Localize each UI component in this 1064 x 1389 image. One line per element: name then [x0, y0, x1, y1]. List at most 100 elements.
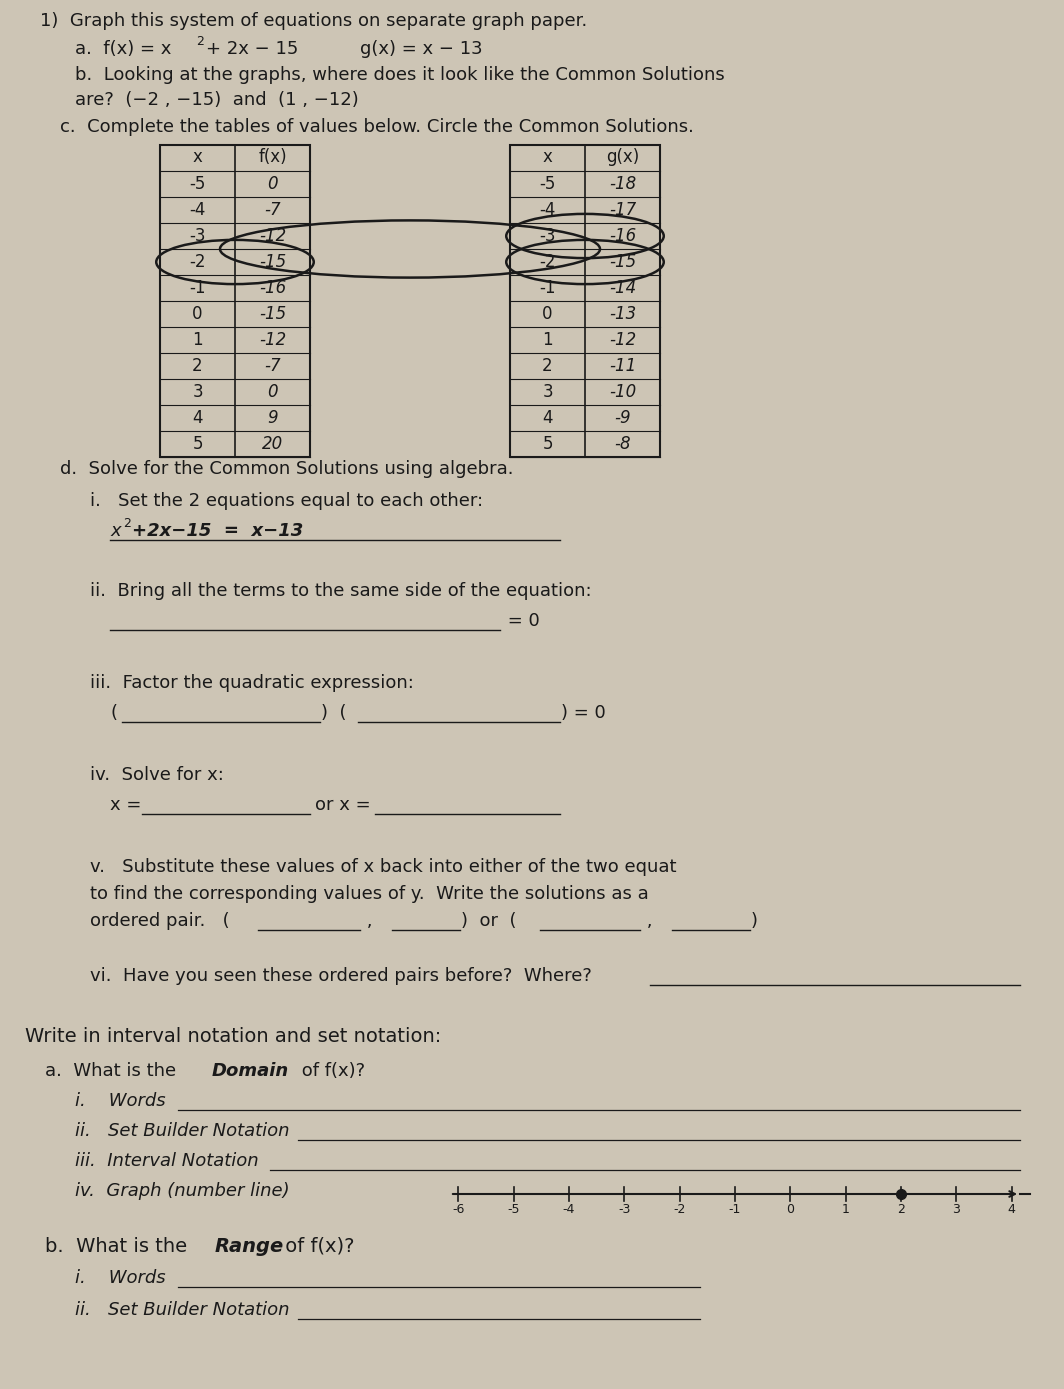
Text: 4: 4: [193, 408, 203, 426]
Text: ordered pair.   (: ordered pair. (: [90, 913, 230, 931]
Text: b.  What is the: b. What is the: [45, 1238, 194, 1256]
Text: x: x: [110, 522, 120, 540]
Text: )  (: ) (: [321, 704, 347, 722]
Text: ii.   Set Builder Notation: ii. Set Builder Notation: [74, 1301, 289, 1320]
Text: -4: -4: [539, 201, 555, 219]
Text: -4: -4: [563, 1203, 576, 1215]
Text: Domain: Domain: [212, 1063, 289, 1081]
Text: -10: -10: [609, 383, 636, 401]
Text: -14: -14: [609, 279, 636, 297]
Text: Range: Range: [215, 1238, 284, 1256]
Text: 1)  Graph this system of equations on separate graph paper.: 1) Graph this system of equations on sep…: [40, 13, 587, 31]
Text: 2: 2: [123, 517, 131, 531]
Text: -5: -5: [508, 1203, 520, 1215]
Text: -7: -7: [264, 357, 281, 375]
Text: 4: 4: [543, 408, 553, 426]
Text: 0: 0: [267, 383, 278, 401]
Text: ) = 0: ) = 0: [561, 704, 605, 722]
Text: = 0: = 0: [502, 613, 539, 631]
Text: iv.  Solve for x:: iv. Solve for x:: [90, 765, 223, 783]
Text: -3: -3: [189, 226, 205, 244]
Text: 20: 20: [262, 435, 283, 453]
Text: i.   Set the 2 equations equal to each other:: i. Set the 2 equations equal to each oth…: [90, 492, 483, 510]
Text: -6: -6: [452, 1203, 465, 1215]
Text: -12: -12: [259, 226, 286, 244]
Text: -12: -12: [609, 331, 636, 349]
Text: 2: 2: [543, 357, 553, 375]
Text: -12: -12: [259, 331, 286, 349]
Text: + 2x − 15: + 2x − 15: [206, 40, 298, 58]
Text: 9: 9: [267, 408, 278, 426]
Text: -16: -16: [259, 279, 286, 297]
Text: )  or  (: ) or (: [461, 913, 516, 931]
Text: iii.  Factor the quadratic expression:: iii. Factor the quadratic expression:: [90, 674, 414, 692]
Text: +2x−15  =  x−13: +2x−15 = x−13: [132, 522, 303, 540]
Text: b.  Looking at the graphs, where does it look like the Common Solutions: b. Looking at the graphs, where does it …: [74, 67, 725, 83]
Text: a.  f(x) = x: a. f(x) = x: [74, 40, 171, 58]
Text: 5: 5: [543, 435, 553, 453]
Text: -15: -15: [259, 253, 286, 271]
Text: or x =: or x =: [315, 796, 377, 814]
Text: 0: 0: [267, 175, 278, 193]
Text: of f(x)?: of f(x)?: [279, 1238, 354, 1256]
Text: -5: -5: [539, 175, 555, 193]
Text: -15: -15: [609, 253, 636, 271]
Text: -5: -5: [189, 175, 205, 193]
Text: 2: 2: [897, 1203, 905, 1215]
Text: -8: -8: [614, 435, 631, 453]
Text: Write in interval notation and set notation:: Write in interval notation and set notat…: [24, 1026, 442, 1046]
Text: of f(x)?: of f(x)?: [296, 1063, 365, 1081]
Text: -1: -1: [729, 1203, 742, 1215]
Text: vi.  Have you seen these ordered pairs before?  Where?: vi. Have you seen these ordered pairs be…: [90, 967, 592, 985]
Text: -13: -13: [609, 306, 636, 324]
Text: 5: 5: [193, 435, 203, 453]
Text: -16: -16: [609, 226, 636, 244]
Text: 3: 3: [543, 383, 553, 401]
Text: -1: -1: [539, 279, 555, 297]
Text: -2: -2: [539, 253, 555, 271]
Text: 0: 0: [786, 1203, 795, 1215]
Text: -4: -4: [189, 201, 205, 219]
Text: iv.  Graph (number line): iv. Graph (number line): [74, 1182, 289, 1200]
Text: a.  What is the: a. What is the: [45, 1063, 182, 1081]
Text: x =: x =: [110, 796, 147, 814]
Text: 4: 4: [1008, 1203, 1016, 1215]
Text: 0: 0: [543, 306, 553, 324]
Text: -2: -2: [189, 253, 205, 271]
Text: i.    Words: i. Words: [74, 1092, 166, 1110]
Text: g(x): g(x): [605, 149, 639, 167]
Text: -11: -11: [609, 357, 636, 375]
Text: 2: 2: [196, 35, 204, 49]
Text: ,: ,: [641, 913, 664, 931]
Text: -3: -3: [539, 226, 555, 244]
Text: x: x: [543, 149, 552, 167]
Text: 2: 2: [193, 357, 203, 375]
Text: d.  Solve for the Common Solutions using algebra.: d. Solve for the Common Solutions using …: [60, 460, 514, 478]
Text: c.  Complete the tables of values below. Circle the Common Solutions.: c. Complete the tables of values below. …: [60, 118, 694, 136]
Text: 1: 1: [543, 331, 553, 349]
Text: to find the corresponding values of y.  Write the solutions as a: to find the corresponding values of y. W…: [90, 885, 649, 903]
Text: -7: -7: [264, 201, 281, 219]
Text: ,: ,: [361, 913, 384, 931]
Text: -3: -3: [618, 1203, 631, 1215]
Text: ii.   Set Builder Notation: ii. Set Builder Notation: [74, 1122, 289, 1140]
Text: g(x) = x − 13: g(x) = x − 13: [360, 40, 483, 58]
Text: 1: 1: [842, 1203, 850, 1215]
Text: 3: 3: [193, 383, 203, 401]
Text: -1: -1: [189, 279, 205, 297]
Text: ii.  Bring all the terms to the same side of the equation:: ii. Bring all the terms to the same side…: [90, 582, 592, 600]
Text: (: (: [110, 704, 117, 722]
Text: 0: 0: [193, 306, 203, 324]
Text: iii.  Interval Notation: iii. Interval Notation: [74, 1151, 264, 1170]
Text: -15: -15: [259, 306, 286, 324]
Text: -9: -9: [614, 408, 631, 426]
Text: ): ): [751, 913, 758, 931]
Text: are?  (−2 , −15)  and  (1 , −12): are? (−2 , −15) and (1 , −12): [74, 92, 359, 108]
Text: i.    Words: i. Words: [74, 1270, 166, 1288]
Text: -17: -17: [609, 201, 636, 219]
Bar: [160, 144, 310, 457]
Text: v.   Substitute these values of x back into either of the two equat: v. Substitute these values of x back int…: [90, 858, 677, 876]
Text: -18: -18: [609, 175, 636, 193]
Text: 3: 3: [952, 1203, 961, 1215]
Text: x: x: [193, 149, 202, 167]
